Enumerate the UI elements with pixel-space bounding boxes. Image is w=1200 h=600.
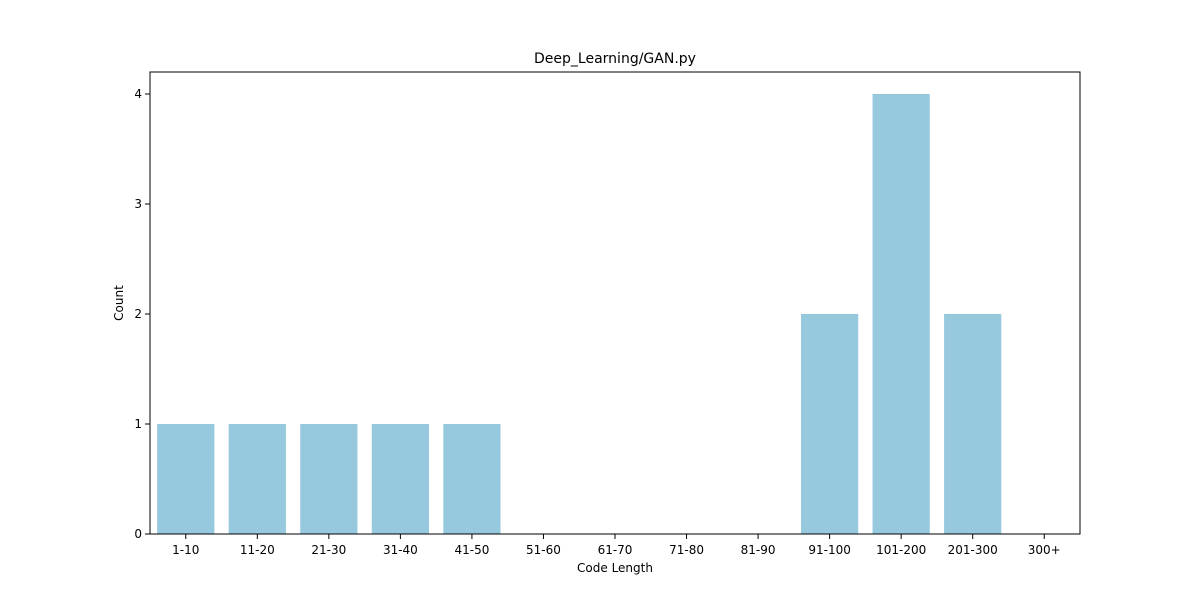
y-tick-label: 0 [134, 527, 142, 541]
y-tick-label: 4 [134, 87, 142, 101]
bars [157, 94, 1002, 534]
y-axis-label: Count [112, 285, 126, 321]
chart-title: Deep_Learning/GAN.py [534, 51, 696, 67]
bar-21-30 [300, 424, 358, 534]
x-tick-label: 41-50 [454, 543, 489, 557]
bar-11-20 [228, 424, 286, 534]
y-tick-label: 2 [134, 307, 142, 321]
x-tick-label: 11-20 [240, 543, 275, 557]
bar-201-300 [944, 314, 1002, 534]
x-tick-label: 61-70 [598, 543, 633, 557]
x-tick-label: 81-90 [741, 543, 776, 557]
x-tick-label: 71-80 [669, 543, 704, 557]
bar-91-100 [801, 314, 859, 534]
x-tick-label: 51-60 [526, 543, 561, 557]
bar-31-40 [371, 424, 429, 534]
x-tick-label: 201-300 [948, 543, 998, 557]
x-tick-label: 300+ [1028, 543, 1061, 557]
x-tick-label: 91-100 [808, 543, 851, 557]
x-tick-label: 1-10 [172, 543, 199, 557]
bar-41-50 [443, 424, 501, 534]
x-tick-label: 101-200 [876, 543, 926, 557]
x-axis: 1-10 11-20 21-30 31-40 41-50 51-60 61-70 71-80 8… [172, 534, 1061, 557]
x-tick-label: 31-40 [383, 543, 418, 557]
y-axis: 0 1 2 3 4 [134, 87, 150, 541]
x-axis-label: Code Length [577, 561, 653, 575]
y-tick-label: 1 [134, 417, 142, 431]
plot-area-frame [149, 71, 1081, 535]
bar-101-200 [872, 94, 930, 534]
x-tick-label: 21-30 [311, 543, 346, 557]
y-tick-label: 3 [134, 197, 142, 211]
bar-1-10 [157, 424, 215, 534]
